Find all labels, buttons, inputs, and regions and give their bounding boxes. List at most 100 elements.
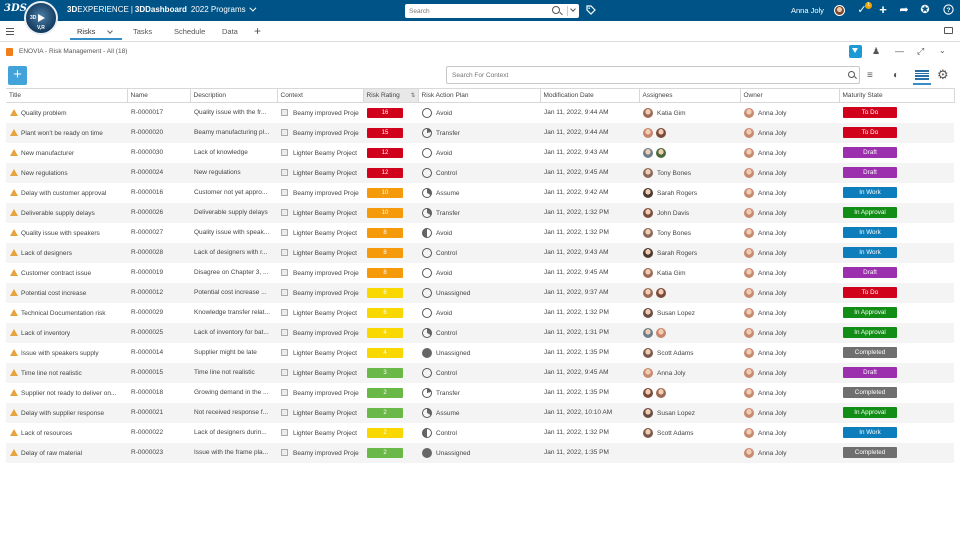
help-icon[interactable]: ?	[942, 4, 954, 16]
owner-avatar[interactable]	[744, 147, 754, 158]
table-row[interactable]: Deliverable supply delays R-0000026 Deli…	[6, 202, 954, 223]
assignee-avatar[interactable]	[643, 427, 653, 438]
risk-context-cell[interactable]: Beamy improved Proje	[277, 183, 363, 203]
maturity-state-badge[interactable]: Draft	[843, 367, 897, 378]
assignee-avatar[interactable]	[656, 127, 666, 138]
table-row[interactable]: Quality issue with speakers R-0000027 Qu…	[6, 223, 954, 243]
risk-assignees-cell[interactable]: John Davis	[639, 202, 740, 223]
hamburger-menu-icon[interactable]	[6, 28, 14, 35]
risk-context[interactable]: Lighter Beamy Project	[293, 249, 357, 257]
table-row[interactable]: Plant won't be ready on time R-0000020 B…	[6, 122, 954, 143]
assignee-avatar[interactable]	[656, 387, 666, 398]
assignee-avatar[interactable]	[643, 127, 653, 138]
risk-owner[interactable]: Anna Joly	[758, 289, 787, 297]
risk-title-cell[interactable]: Delay with supplier response	[6, 402, 127, 423]
risk-owner[interactable]: Anna Joly	[758, 189, 787, 197]
risk-title-cell[interactable]: New regulations	[6, 162, 127, 183]
owner-avatar[interactable]	[744, 367, 754, 378]
table-row[interactable]: Potential cost increase R-0000012 Potent…	[6, 282, 954, 303]
table-row[interactable]: Lack of designers R-0000028 Lack of desi…	[6, 242, 954, 263]
table-row[interactable]: Delay with customer approval R-0000016 C…	[6, 183, 954, 203]
risk-owner[interactable]: Anna Joly	[758, 329, 787, 337]
filter-button[interactable]	[849, 45, 862, 58]
risk-owner-cell[interactable]: Anna Joly	[740, 322, 839, 343]
risk-title-cell[interactable]: Supplier not ready to deliver on...	[6, 383, 127, 403]
risk-action-plan[interactable]: Unassigned	[436, 349, 471, 357]
risk-title[interactable]: Customer contract issue	[21, 269, 92, 277]
owner-avatar[interactable]	[744, 427, 754, 438]
risk-title-cell[interactable]: Lack of designers	[6, 242, 127, 263]
maturity-state-badge[interactable]: To Do	[843, 127, 897, 138]
table-row[interactable]: Technical Documentation risk R-0000029 K…	[6, 303, 954, 323]
risk-title[interactable]: Lack of resources	[21, 429, 73, 437]
risk-title-cell[interactable]: Deliverable supply delays	[6, 202, 127, 223]
risk-owner-cell[interactable]: Anna Joly	[740, 343, 839, 363]
risk-owner-cell[interactable]: Anna Joly	[740, 362, 839, 383]
risk-title-cell[interactable]: Quality problem	[6, 103, 127, 123]
risk-title[interactable]: Delay of raw material	[21, 449, 83, 457]
add-icon[interactable]: +	[879, 2, 887, 17]
3ds-logo-icon[interactable]: 3DS	[4, 3, 27, 14]
search-icon[interactable]	[552, 6, 560, 14]
minimize-icon[interactable]: —	[895, 46, 904, 56]
assignee-name[interactable]: Katia Gim	[657, 269, 686, 277]
sort-descending-icon[interactable]: ⇅	[410, 93, 416, 99]
risk-context-cell[interactable]: Lighter Beamy Project	[277, 223, 363, 243]
risk-assignees-cell[interactable]: Scott Adams	[639, 423, 740, 443]
risk-action-plan[interactable]: Assume	[436, 189, 460, 197]
owner-avatar[interactable]	[744, 407, 754, 418]
assignee-name[interactable]: Tony Bones	[657, 169, 691, 177]
risk-context-cell[interactable]: Lighter Beamy Project	[277, 162, 363, 183]
maturity-state-badge[interactable]: In Approval	[843, 207, 897, 218]
risk-title[interactable]: Technical Documentation risk	[21, 309, 106, 317]
risk-action-plan[interactable]: Avoid	[436, 229, 453, 237]
risk-owner[interactable]: Anna Joly	[758, 269, 787, 277]
risk-assignees-cell[interactable]: Sarah Rogers	[639, 242, 740, 263]
risk-plan-cell[interactable]: Transfer	[418, 202, 540, 223]
owner-avatar[interactable]	[744, 167, 754, 178]
risk-context-cell[interactable]: Lighter Beamy Project	[277, 343, 363, 363]
risk-context[interactable]: Beamy improved Proje	[293, 129, 359, 137]
risk-title-cell[interactable]: Lack of resources	[6, 423, 127, 443]
column-header-maturity-state[interactable]: Maturity State	[839, 88, 955, 103]
risk-owner[interactable]: Anna Joly	[758, 349, 787, 357]
risk-title-cell[interactable]: Time line not realistic	[6, 362, 127, 383]
risk-assignees-cell[interactable]: Katia Gim	[639, 263, 740, 283]
risk-action-plan[interactable]: Unassigned	[436, 289, 471, 297]
sort-options-icon[interactable]: ≡	[867, 70, 873, 81]
column-header-title[interactable]: Title	[6, 88, 128, 103]
risk-action-plan[interactable]: Transfer	[436, 209, 460, 217]
maturity-state-badge[interactable]: Draft	[843, 167, 897, 178]
apps-icon[interactable]: ✪	[920, 4, 930, 16]
assignee-name[interactable]: Anna Joly	[657, 369, 686, 377]
tab-schedule[interactable]: Schedule	[174, 27, 206, 36]
risk-action-plan[interactable]: Transfer	[436, 129, 460, 137]
maturity-state-badge[interactable]: In Work	[843, 247, 897, 258]
risk-owner-cell[interactable]: Anna Joly	[740, 303, 839, 323]
risk-context[interactable]: Lighter Beamy Project	[293, 349, 357, 357]
user-name[interactable]: Anna Joly	[791, 6, 824, 15]
share-icon[interactable]: ➦	[899, 4, 909, 16]
risk-context[interactable]: Beamy improved Proje	[293, 269, 359, 277]
add-risk-button[interactable]: +	[8, 66, 27, 85]
add-tab-button[interactable]: +	[254, 24, 262, 38]
risk-assignees-cell[interactable]: Tony Bones	[639, 223, 740, 243]
risk-assignees-cell[interactable]	[639, 143, 740, 163]
column-header-modification-date[interactable]: Modification Date	[540, 88, 640, 103]
risk-plan-cell[interactable]: Avoid	[418, 303, 540, 323]
global-search[interactable]	[405, 4, 579, 18]
assignee-avatar[interactable]	[643, 387, 653, 398]
table-row[interactable]: New regulations R-0000024 New regulation…	[6, 162, 954, 183]
risk-owner-cell[interactable]: Anna Joly	[740, 122, 839, 143]
risk-action-plan[interactable]: Avoid	[436, 109, 453, 117]
risk-title-cell[interactable]: Delay of raw material	[6, 442, 127, 463]
assignee-name[interactable]: Katia Gim	[657, 109, 686, 117]
risk-assignees-cell[interactable]	[639, 282, 740, 303]
risk-owner-cell[interactable]: Anna Joly	[740, 402, 839, 423]
maturity-state-badge[interactable]: In Approval	[843, 327, 897, 338]
owner-avatar[interactable]	[744, 287, 754, 298]
risk-assignees-cell[interactable]: Katia Gim	[639, 103, 740, 123]
risk-owner-cell[interactable]: Anna Joly	[740, 162, 839, 183]
assignee-avatar[interactable]	[643, 247, 653, 258]
risk-plan-cell[interactable]: Control	[418, 362, 540, 383]
